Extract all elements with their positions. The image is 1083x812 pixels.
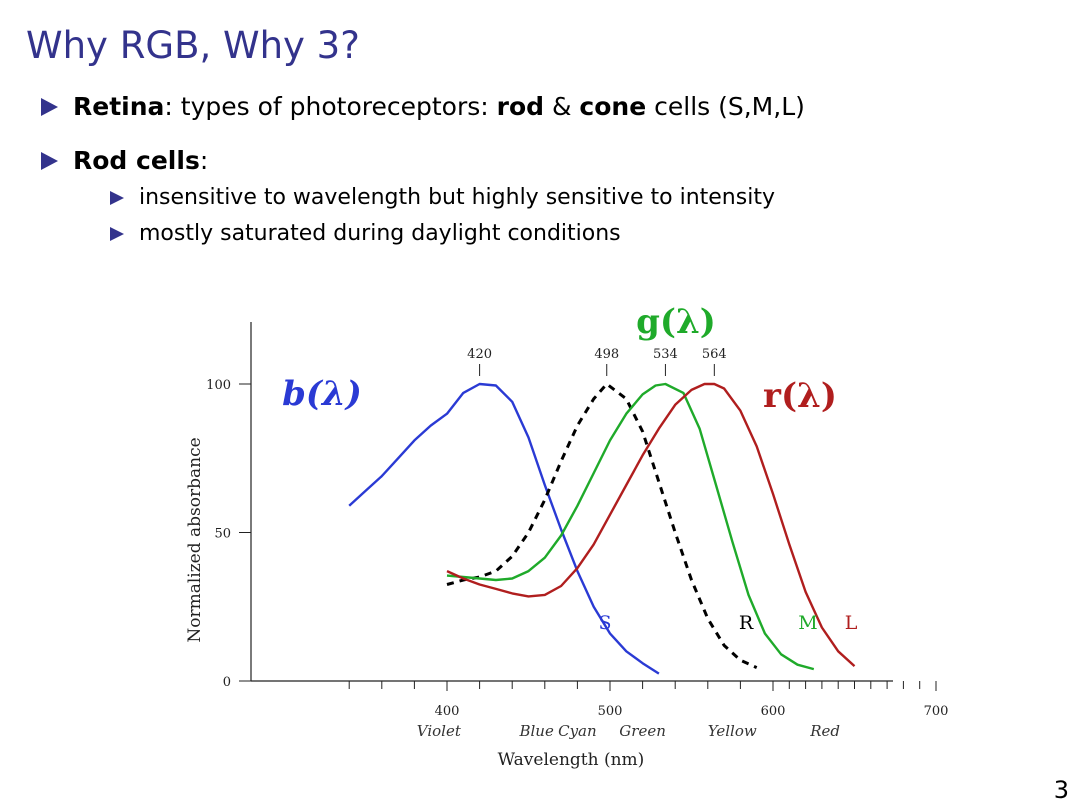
x-tick-label: 700: [924, 704, 949, 719]
func-label-s: b(λ): [282, 374, 362, 414]
color-name-label: Green: [619, 722, 666, 740]
color-name-label: Violet: [417, 722, 462, 740]
series-name-r: R: [739, 612, 754, 634]
term-retina: Retina: [73, 92, 165, 121]
x-tick-label: 500: [598, 704, 623, 719]
sub-bullet-2-text: mostly saturated during daylight conditi…: [139, 221, 621, 246]
x-tick-label: 400: [435, 704, 460, 719]
color-name-label: Cyan: [558, 722, 597, 740]
color-name-label: Blue: [518, 722, 553, 740]
sub-bullet-arrow-icon: [110, 191, 124, 205]
bullet-rod-cells: Rod cells:: [41, 146, 208, 175]
page-number: 3: [1053, 776, 1069, 804]
color-name-label: Red: [809, 722, 840, 740]
slide-title: Why RGB, Why 3?: [26, 24, 360, 67]
chart-axes: 0 50 100 400 500 600 700 Violet Blue Cyan Green Yel…: [185, 322, 948, 770]
bullet-text-retina: Retina: types of photoreceptors: rod & c…: [73, 92, 805, 121]
curve-l: [446, 382, 856, 667]
y-tick-label: 100: [206, 378, 231, 393]
bullet-arrow-icon: [41, 152, 58, 170]
curve-m: [446, 382, 815, 671]
curve-s: [348, 382, 660, 675]
series-name-l: L: [845, 612, 858, 634]
chart-labels: 420 498 534 564 S R M Lb(λ) g(λ) r(λ): [282, 302, 858, 634]
peak-label: 498: [594, 347, 619, 362]
chart-curves: [348, 382, 856, 675]
sub-bullet-1: insensitive to wavelength but highly sen…: [110, 185, 775, 210]
series-name-s: S: [598, 612, 611, 634]
series-name-m: M: [798, 612, 817, 634]
func-label-l: r(λ): [763, 376, 837, 416]
bullet-retina: Retina: types of photoreceptors: rod & c…: [41, 92, 805, 121]
rod-colon: :: [199, 146, 209, 175]
y-tick-label: 50: [214, 527, 231, 542]
peak-label: 534: [653, 347, 678, 362]
sub-bullet-1-text: insensitive to wavelength but highly sen…: [139, 185, 775, 210]
x-tick-label: 600: [761, 704, 786, 719]
term-rod: rod: [496, 92, 545, 121]
bullet-text-rod: Rod cells:: [73, 146, 208, 175]
x-axis-title: Wavelength (nm): [498, 750, 645, 770]
retina-tail: cells (S,M,L): [646, 92, 805, 121]
sub-bullet-2: mostly saturated during daylight conditi…: [110, 221, 621, 246]
retina-desc: : types of photoreceptors:: [164, 92, 497, 121]
term-rod-cells: Rod cells: [73, 146, 200, 175]
curve-r: [446, 382, 758, 669]
bullet-arrow-icon: [41, 98, 58, 116]
peak-label: 420: [467, 347, 492, 362]
sub-bullet-arrow-icon: [110, 227, 124, 241]
y-axis-title: Normalized absorbance: [185, 437, 205, 642]
term-cone: cone: [579, 92, 647, 121]
y-tick-label: 0: [223, 675, 231, 690]
color-name-label: Yellow: [708, 722, 757, 740]
amp-text: &: [544, 92, 580, 121]
func-label-m: g(λ): [636, 302, 716, 342]
peak-label: 564: [702, 347, 727, 362]
